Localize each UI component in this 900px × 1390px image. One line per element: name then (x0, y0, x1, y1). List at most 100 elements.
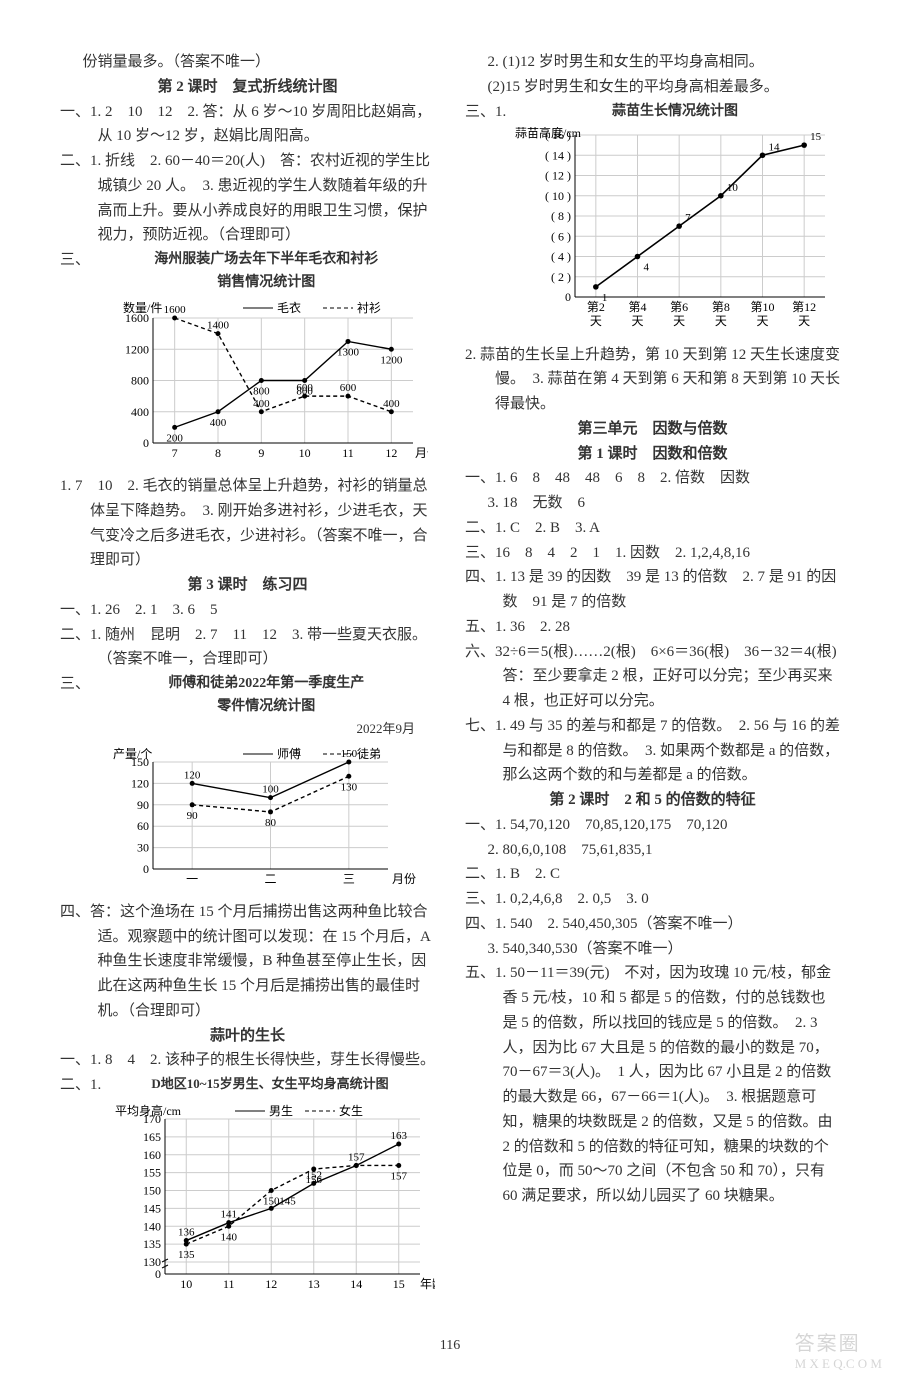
u3-1b: 3. 18 无数 6 (465, 491, 840, 516)
chart3: 0130135140145150155160165170101112131415… (105, 1099, 435, 1299)
garlic-q2-row: 二、1. D地区10~15岁男生、女生平均身高统计图 0130135140145… (60, 1073, 435, 1304)
svg-text:165: 165 (143, 1129, 161, 1143)
chart1-wrap: 海州服装广场去年下半年毛衣和衬衫 销售情况统计图 040080012001600… (98, 248, 436, 474)
svg-text:10: 10 (180, 1277, 192, 1291)
svg-text:平均身高/cm: 平均身高/cm (115, 1103, 182, 1118)
chart1: 040080012001600789101112月份数量/件毛衣衬衫200400… (98, 298, 436, 468)
chart4-title: 蒜苗生长情况统计图 (510, 100, 840, 123)
svg-text:0: 0 (143, 436, 149, 450)
svg-text:136: 136 (178, 1226, 195, 1238)
svg-text:90: 90 (137, 798, 149, 812)
svg-text:157: 157 (391, 1170, 408, 1182)
svg-text:141: 141 (221, 1208, 238, 1220)
svg-text:30: 30 (137, 840, 149, 854)
svg-text:0: 0 (143, 862, 149, 876)
svg-text:产量/个: 产量/个 (113, 747, 152, 761)
svg-text:12: 12 (265, 1277, 277, 1291)
svg-text:800: 800 (131, 374, 149, 388)
svg-text:400: 400 (253, 398, 270, 410)
svg-text:天: 天 (798, 314, 810, 328)
s2-q1: 一、1. 2 10 12 2. 答：从 6 岁～10 岁周阳比赵娟高，从 10 … (60, 100, 435, 150)
chart1-title1: 海州服装广场去年下半年毛衣和衬衫 (98, 248, 436, 271)
page-number: 116 (0, 1338, 900, 1354)
chart2-date: 2022年9月 (98, 718, 436, 739)
r1: (2)15 岁时男生和女生的平均身高相差最多。 (465, 75, 840, 100)
svg-text:150: 150 (143, 1183, 161, 1197)
u3-1g: 六、32÷6＝5(根)……2(根) 6×6＝36(根) 36－32＝4(根) 答… (465, 640, 840, 714)
svg-text:1400: 1400 (207, 320, 230, 332)
u3-1d: 三、16 8 4 2 1 1. 因数 2. 1,2,4,8,16 (465, 541, 840, 566)
svg-text:156: 156 (306, 1174, 323, 1186)
svg-text:0: 0 (155, 1267, 161, 1281)
svg-text:一: 一 (186, 872, 198, 886)
svg-text:0: 0 (565, 290, 571, 304)
svg-text:155: 155 (143, 1165, 161, 1179)
svg-text:9: 9 (258, 446, 264, 460)
svg-text:女生: 女生 (339, 1103, 363, 1118)
svg-text:第4: 第4 (628, 300, 646, 314)
svg-text:600: 600 (296, 382, 313, 394)
chart3-svg: 0130135140145150155160165170101112131415… (105, 1099, 435, 1299)
svg-text:11: 11 (342, 446, 354, 460)
svg-text:蒜苗高度/cm: 蒜苗高度/cm (515, 127, 582, 140)
s3-q1: 一、1. 26 2. 1 3. 6 5 (60, 598, 435, 623)
u3-title: 第三单元 因数与倍数 (465, 417, 840, 442)
r3: 2. 蒜苗的生长呈上升趋势，第 10 天到第 12 天生长速度变慢。 3. 蒜苗… (465, 343, 840, 417)
u3-2d: 三、1. 0,2,4,6,8 2. 0,5 3. 0 (465, 887, 840, 912)
svg-text:120: 120 (183, 769, 200, 781)
svg-text:400: 400 (383, 398, 400, 410)
chart2: 0306090120150一二三月份产量/个师傅徒弟12010015090801… (98, 744, 436, 894)
u3-1h: 七、1. 49 与 35 的差与和都是 7 的倍数。 2. 56 与 16 的差… (465, 714, 840, 788)
svg-text:60: 60 (137, 819, 149, 833)
page: 份销量最多。（答案不唯一） 第 2 课时 复式折线统计图 一、1. 2 10 1… (0, 0, 900, 1390)
svg-text:135: 135 (178, 1249, 195, 1261)
svg-text:第8: 第8 (712, 300, 730, 314)
svg-text:145: 145 (279, 1195, 296, 1207)
u3-2-title: 第 2 课时 2 和 5 的倍数的特征 (465, 788, 840, 813)
svg-text:天: 天 (715, 314, 727, 328)
svg-text:8: 8 (215, 446, 221, 460)
svg-text:600: 600 (339, 382, 356, 394)
s3-q3-row: 三、 师傅和徒弟2022年第一季度生产 零件情况统计图 2022年9月 0306… (60, 672, 435, 900)
svg-text:年龄/岁: 年龄/岁 (420, 1276, 435, 1291)
u3-1f: 五、1. 36 2. 28 (465, 615, 840, 640)
svg-text:10: 10 (298, 446, 310, 460)
section-2-title: 第 2 课时 复式折线统计图 (60, 75, 435, 100)
svg-text:月份: 月份 (415, 446, 428, 460)
svg-text:二: 二 (264, 872, 276, 886)
u3-2c: 二、1. B 2. C (465, 862, 840, 887)
svg-text:140: 140 (221, 1231, 238, 1243)
svg-text:徒弟: 徒弟 (357, 747, 381, 761)
svg-text:1300: 1300 (337, 347, 360, 359)
svg-text:120: 120 (131, 776, 149, 790)
svg-text:100: 100 (262, 783, 279, 795)
svg-text:163: 163 (391, 1130, 408, 1142)
chart2-wrap: 师傅和徒弟2022年第一季度生产 零件情况统计图 2022年9月 0306090… (98, 672, 436, 900)
u3-2g: 五、1. 50－11＝39(元) 不对，因为玫瑰 10 元/枝，郁金香 5 元/… (465, 961, 840, 1209)
svg-text:157: 157 (348, 1151, 365, 1163)
left-column: 份销量最多。（答案不唯一） 第 2 课时 复式折线统计图 一、1. 2 10 1… (60, 50, 435, 1305)
svg-text:12: 12 (385, 446, 397, 460)
svg-text:三: 三 (342, 872, 354, 886)
s2-q2: 二、1. 折线 2. 60－40＝20(人) 答：农村近视的学生比城镇少 20 … (60, 149, 435, 248)
s3-q4: 四、答：这个渔场在 15 个月后捕捞出售这两种鱼比较合适。观察题中的统计图可以发… (60, 900, 435, 1024)
r0: 2. (1)12 岁时男生和女生的平均身高相同。 (465, 50, 840, 75)
svg-text:200: 200 (166, 433, 183, 445)
garlic-title: 蒜叶的生长 (60, 1024, 435, 1049)
svg-text:400: 400 (209, 417, 226, 429)
svg-text:160: 160 (143, 1147, 161, 1161)
svg-text:11: 11 (223, 1277, 235, 1291)
svg-text:140: 140 (143, 1219, 161, 1233)
chart1-svg: 040080012001600789101112月份数量/件毛衣衬衫200400… (98, 298, 428, 468)
chart3-title: D地区10~15岁男生、女生平均身高统计图 (105, 1073, 435, 1094)
svg-text:13: 13 (308, 1277, 320, 1291)
svg-text:14: 14 (350, 1277, 362, 1291)
u3-2a: 一、1. 54,70,120 70,85,120,175 70,120 (465, 813, 840, 838)
s3-q2: 二、1. 随州 昆明 2. 7 11 12 3. 带一些夏天衣服。（答案不唯一，… (60, 623, 435, 673)
svg-text:( 4 ): ( 4 ) (551, 249, 571, 263)
svg-text:135: 135 (143, 1237, 161, 1251)
u3-1-title: 第 1 课时 因数和倍数 (465, 442, 840, 467)
svg-text:数量/件: 数量/件 (123, 300, 162, 315)
svg-text:1600: 1600 (163, 304, 186, 316)
svg-text:7: 7 (171, 446, 177, 460)
